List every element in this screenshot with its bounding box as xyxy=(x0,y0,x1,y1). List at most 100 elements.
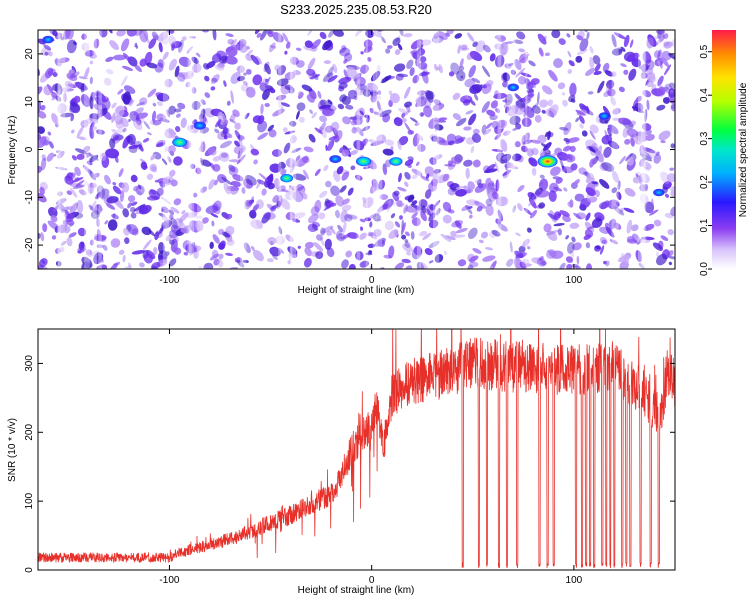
speckle xyxy=(105,148,120,159)
speckle xyxy=(366,115,370,123)
speckle xyxy=(502,130,511,136)
speckle xyxy=(585,242,591,249)
speckle xyxy=(626,155,634,166)
speckle xyxy=(170,206,180,214)
speckle xyxy=(646,68,654,75)
speckle xyxy=(284,50,288,55)
colorbar: 0.0 0.1 0.2 0.3 0.4 0.5 Normalized spectral a… xyxy=(699,30,749,276)
speckle xyxy=(598,201,610,210)
speckle xyxy=(289,56,300,65)
speckle xyxy=(367,56,372,62)
speckle xyxy=(660,56,670,68)
speckle xyxy=(623,207,635,213)
speckle xyxy=(355,251,364,261)
speckle xyxy=(473,93,479,101)
speckle xyxy=(236,65,245,74)
speckle xyxy=(161,219,173,229)
speckle xyxy=(376,207,383,213)
speckle xyxy=(612,170,619,183)
speckle xyxy=(66,39,77,54)
speckle xyxy=(361,125,371,132)
speckle xyxy=(660,171,671,184)
speckle xyxy=(447,160,453,166)
speckle xyxy=(276,200,282,208)
speckle xyxy=(511,105,525,115)
speckle xyxy=(589,158,595,168)
speckle xyxy=(495,196,509,207)
speckle xyxy=(600,245,605,255)
speckle xyxy=(520,258,530,267)
speckle xyxy=(374,237,386,247)
speckle xyxy=(360,138,369,147)
speckle xyxy=(198,145,205,153)
speckle xyxy=(558,38,566,45)
speckle xyxy=(664,193,670,198)
speckle xyxy=(494,107,501,114)
speckle xyxy=(175,125,181,133)
speckle xyxy=(352,115,363,126)
speckle xyxy=(410,39,423,50)
speckle xyxy=(212,30,217,41)
speckle xyxy=(154,179,159,183)
speckle xyxy=(304,247,313,257)
speckle xyxy=(322,39,332,51)
speckle xyxy=(626,52,640,63)
speckle xyxy=(250,54,260,65)
speckle xyxy=(285,191,295,201)
speckle xyxy=(469,84,483,94)
speckle xyxy=(463,185,471,194)
speckle xyxy=(576,48,588,55)
speckle xyxy=(201,217,209,224)
speckle xyxy=(608,218,617,230)
speckle xyxy=(295,155,301,162)
speckle xyxy=(474,183,487,193)
speckle xyxy=(567,50,572,58)
speckle xyxy=(585,187,596,197)
striation xyxy=(240,30,247,269)
speckle xyxy=(319,115,328,123)
speckle xyxy=(424,166,435,177)
speckle xyxy=(243,242,251,254)
speckle xyxy=(327,66,334,78)
speckle xyxy=(656,30,665,36)
speckle xyxy=(624,187,636,197)
speckle xyxy=(485,122,493,129)
speckle xyxy=(448,208,452,213)
speckle xyxy=(77,248,87,254)
speckle xyxy=(571,263,579,268)
speckle xyxy=(372,213,381,222)
speckle xyxy=(82,179,92,189)
speckle xyxy=(230,72,242,84)
speckle xyxy=(469,255,479,262)
speckle xyxy=(287,246,298,255)
speckle xyxy=(191,87,197,94)
speckle xyxy=(285,211,296,221)
speckle xyxy=(607,199,620,210)
speckle xyxy=(638,174,643,185)
speckle xyxy=(462,99,471,106)
speckle xyxy=(78,189,87,196)
speckle xyxy=(211,203,221,215)
speckle xyxy=(538,255,544,262)
speckle xyxy=(291,147,302,154)
speckle xyxy=(158,42,163,53)
speckle xyxy=(419,112,425,117)
speckle xyxy=(457,259,467,267)
speckle xyxy=(327,99,333,105)
speckle xyxy=(342,116,351,125)
speckle xyxy=(89,182,97,188)
speckle xyxy=(133,140,143,150)
speckle xyxy=(65,213,75,223)
speckle xyxy=(110,238,121,248)
speckle xyxy=(517,203,523,212)
speckle xyxy=(326,104,337,112)
speckle xyxy=(189,163,196,170)
speckle xyxy=(139,30,149,43)
speckle xyxy=(615,201,620,207)
speckle xyxy=(642,51,652,64)
speckle xyxy=(398,135,409,146)
speckle xyxy=(433,154,443,160)
speckle xyxy=(47,131,52,136)
speckle xyxy=(64,80,74,89)
speckle xyxy=(653,219,662,227)
